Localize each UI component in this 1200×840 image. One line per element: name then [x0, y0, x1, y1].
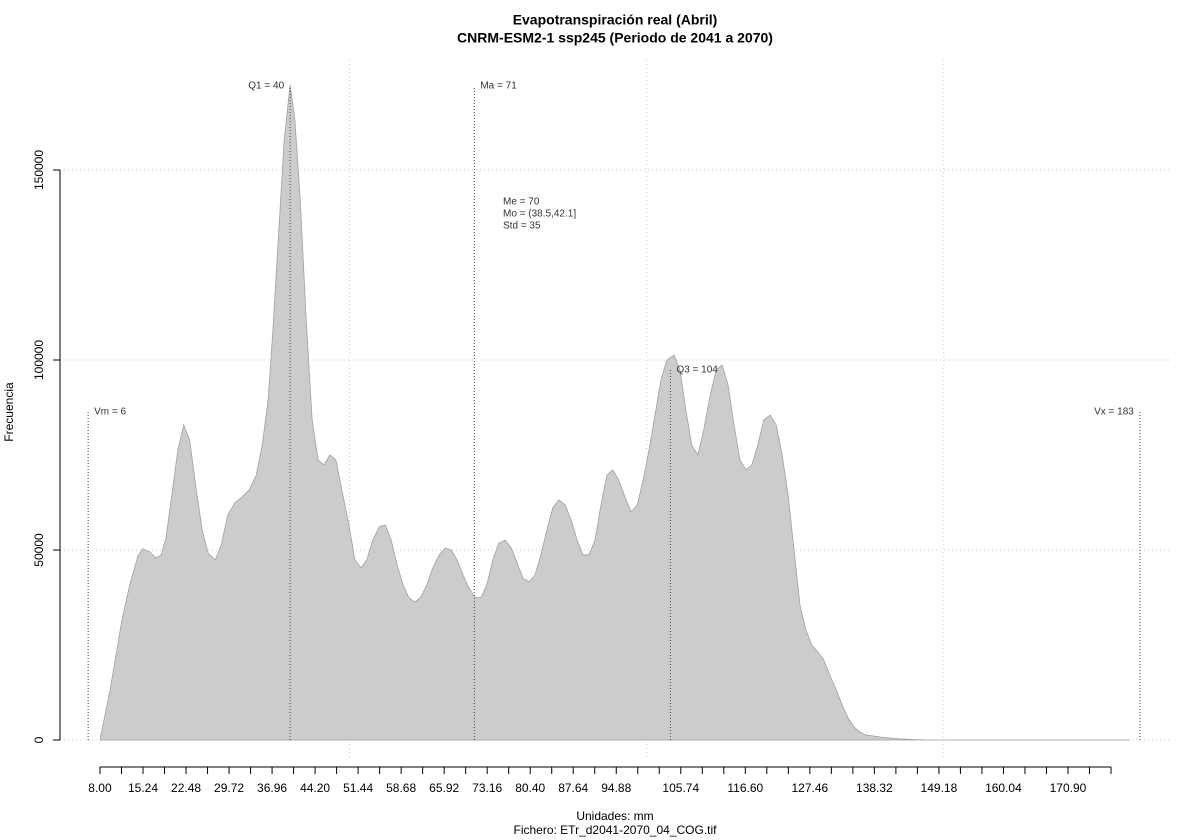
- x-tick-label: 51.44: [343, 781, 373, 795]
- x-tick-label: 58.68: [386, 781, 416, 795]
- x-tick-label: 116.60: [727, 781, 763, 795]
- y-tick-label: 0: [32, 736, 46, 743]
- x-tick-label: 22.48: [171, 781, 201, 795]
- x-tick-label: 80.40: [515, 781, 545, 795]
- x-tick-label: 170.90: [1050, 781, 1087, 795]
- x-tick-label: 105.74: [662, 781, 699, 795]
- y-axis-label: Frecuencia: [2, 382, 16, 442]
- stat-label: Mo = (38.5,42.1]: [503, 209, 576, 220]
- y-tick-label: 100000: [32, 340, 46, 380]
- chart-title: Evapotranspiración real (Abril): [513, 12, 718, 28]
- x-tick-label: 94.88: [601, 781, 631, 795]
- x-tick-label: 73.16: [472, 781, 502, 795]
- x-tick-label: 29.72: [214, 781, 244, 795]
- x-tick-label: 87.64: [558, 781, 588, 795]
- marker-label: Vx = 183: [1094, 407, 1134, 418]
- stat-label: Me = 70: [503, 197, 540, 208]
- marker-label: Ma = 71: [480, 81, 517, 92]
- density-area: [99, 84, 1130, 741]
- x-tick-label: 8.00: [88, 781, 112, 795]
- marker-label: Q3 = 104: [676, 365, 718, 376]
- x-tick-label: 44.20: [300, 781, 330, 795]
- stat-label: Std = 35: [503, 221, 541, 232]
- marker-label: Q1 = 40: [248, 81, 284, 92]
- x-tick-label: 149.18: [921, 781, 958, 795]
- x-tick-label: 15.24: [128, 781, 158, 795]
- x-axis-label: Unidades: mm: [576, 809, 653, 823]
- marker-label: Vm = 6: [94, 407, 126, 418]
- x-tick-label: 138.32: [856, 781, 893, 795]
- caption: Fichero: ETr_d2041-2070_04_COG.tif: [514, 823, 718, 837]
- y-tick-label: 50000: [32, 533, 46, 567]
- x-tick-label: 160.04: [985, 781, 1022, 795]
- y-tick-label: 150000: [32, 150, 46, 190]
- x-tick-label: 65.92: [429, 781, 459, 795]
- chart-subtitle: CNRM-ESM2-1 ssp245 (Periodo de 2041 a 20…: [457, 30, 773, 46]
- x-tick-label: 36.96: [257, 781, 287, 795]
- x-tick-label: 127.46: [791, 781, 828, 795]
